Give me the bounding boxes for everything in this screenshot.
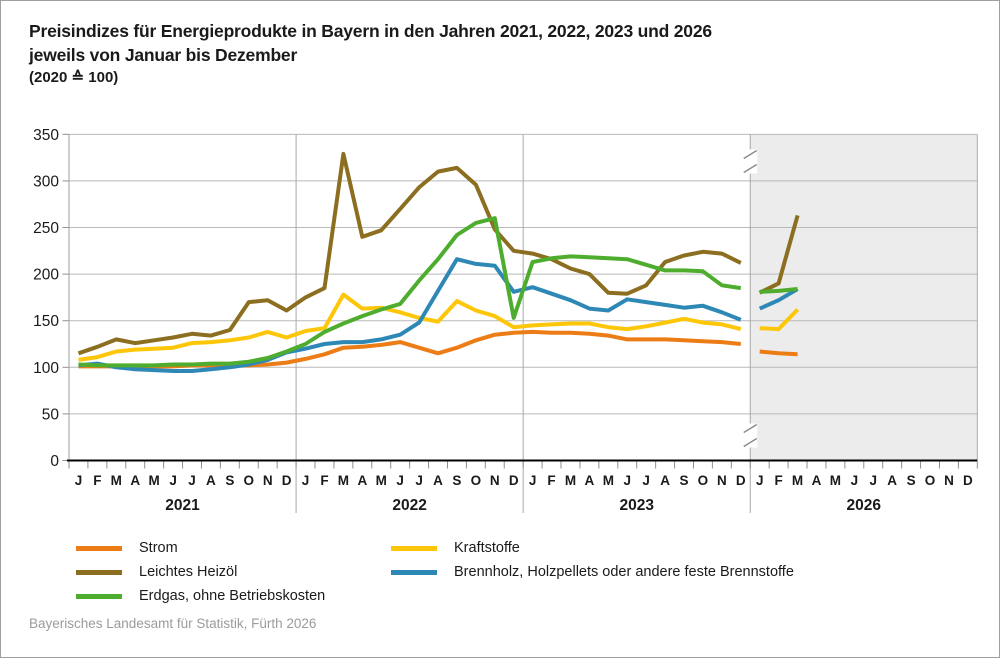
y-axis-label: 200 <box>33 267 59 284</box>
month-label: S <box>225 473 234 488</box>
y-axis-label: 300 <box>33 173 59 190</box>
month-label: O <box>471 473 482 488</box>
month-label: J <box>415 473 423 488</box>
month-label: M <box>111 473 122 488</box>
series-line-leichtes-heiz-l-history <box>77 151 742 356</box>
legend-label: Strom <box>139 540 178 556</box>
legend-swatch-erdgas-ohne-betriebskosten <box>76 593 122 599</box>
legend-swatch-brennholz-holzpellets-oder-andere-feste- <box>391 569 437 575</box>
month-label: N <box>944 473 954 488</box>
legend-label: Brennholz, Holzpellets oder andere feste… <box>454 564 794 580</box>
month-label: J <box>869 473 877 488</box>
month-label: J <box>756 473 764 488</box>
month-label: N <box>717 473 727 488</box>
month-label: A <box>887 473 897 488</box>
month-label: D <box>282 473 292 488</box>
month-label: S <box>452 473 461 488</box>
y-axis-label: 150 <box>33 313 59 330</box>
month-label: A <box>357 473 367 488</box>
month-label: M <box>376 473 387 488</box>
month-label: J <box>529 473 537 488</box>
month-label: S <box>680 473 689 488</box>
year-label: 2022 <box>392 497 426 514</box>
legend-label: Erdgas, ohne Betriebskosten <box>139 588 326 604</box>
axis-break-icon <box>743 423 758 448</box>
month-label: J <box>188 473 196 488</box>
month-label: J <box>851 473 859 488</box>
y-axis-label: 100 <box>33 360 59 377</box>
month-label: F <box>93 473 101 488</box>
month-label: A <box>433 473 443 488</box>
month-label: F <box>320 473 328 488</box>
month-label: J <box>75 473 83 488</box>
month-label: J <box>642 473 650 488</box>
month-label: M <box>149 473 160 488</box>
series-line-brennholz-holzpellets-oder-andere-feste--history <box>78 257 742 373</box>
year-label: 2021 <box>165 497 200 514</box>
legend-item-strom: Strom <box>76 536 178 560</box>
month-label: J <box>302 473 310 488</box>
forecast-year-background <box>750 134 978 461</box>
y-axis-label: 350 <box>33 127 59 144</box>
month-label: A <box>660 473 670 488</box>
series-line-strom-forecast <box>759 349 798 357</box>
month-label: M <box>830 473 841 488</box>
month-label: M <box>565 473 576 488</box>
legend-item-leichtes-heiz-l: Leichtes Heizöl <box>76 560 237 584</box>
month-label: O <box>244 473 255 488</box>
month-label: J <box>623 473 631 488</box>
axis-break-icon <box>743 149 758 174</box>
series-line-brennholz-holzpellets-oder-andere-feste--forecast <box>758 287 799 311</box>
legend-label: Kraftstoffe <box>454 540 520 556</box>
month-label: S <box>907 473 916 488</box>
month-label: F <box>775 473 783 488</box>
y-axis-label: 250 <box>33 220 59 237</box>
month-label: A <box>812 473 822 488</box>
series-line-erdgas-ohne-betriebskosten-forecast <box>759 287 798 294</box>
legend-swatch-strom <box>76 545 122 551</box>
axis-break-mask <box>743 149 758 174</box>
legend-swatch-leichtes-heiz-l <box>76 569 122 575</box>
source-note: Bayerisches Landesamt für Statistik, Für… <box>29 616 317 631</box>
month-label: D <box>509 473 519 488</box>
axis-break-mask <box>743 423 758 448</box>
month-label: N <box>263 473 273 488</box>
month-label: J <box>396 473 404 488</box>
y-axis-label: 0 <box>50 453 59 470</box>
month-label: O <box>698 473 709 488</box>
month-label: M <box>603 473 614 488</box>
series-line-kraftstoffe-forecast <box>759 308 800 332</box>
legend-item-erdgas-ohne-betriebskosten: Erdgas, ohne Betriebskosten <box>76 584 325 608</box>
month-label: A <box>130 473 140 488</box>
series-line-erdgas-ohne-betriebskosten-history <box>78 216 742 368</box>
month-label: J <box>169 473 177 488</box>
year-label: 2023 <box>619 497 654 514</box>
legend-item-kraftstoffe: Kraftstoffe <box>391 536 520 560</box>
series-line-kraftstoffe-history <box>78 292 742 362</box>
year-label: 2026 <box>847 497 882 514</box>
month-label: M <box>792 473 803 488</box>
chart-base-year-note: (2020 ≙ 100) <box>29 69 119 86</box>
legend-item-brennholz-holzpellets-oder-andere-feste-: Brennholz, Holzpellets oder andere feste… <box>391 560 794 584</box>
chart-title-line1: Preisindizes für Energieprodukte in Baye… <box>29 21 712 41</box>
chart-title-line2: jeweils von Januar bis Dezember <box>29 45 298 65</box>
month-label: A <box>206 473 216 488</box>
legend-swatch-kraftstoffe <box>391 545 437 551</box>
month-label: D <box>736 473 746 488</box>
month-label: N <box>490 473 500 488</box>
month-label: D <box>963 473 973 488</box>
chart-title-block: Preisindizes für Energieprodukte in Baye… <box>29 19 712 89</box>
month-label: F <box>547 473 555 488</box>
month-label: A <box>585 473 595 488</box>
y-axis-label: 50 <box>42 406 60 423</box>
month-label: O <box>925 473 936 488</box>
legend-label: Leichtes Heizöl <box>139 564 238 580</box>
month-label: M <box>338 473 349 488</box>
